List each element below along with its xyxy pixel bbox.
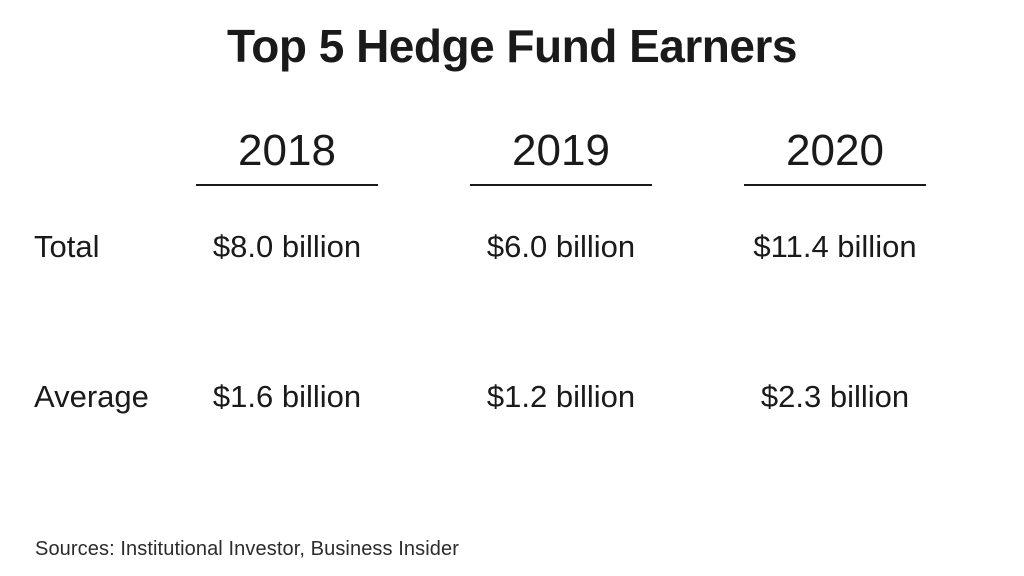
table-header-row: 2018 2019 2020 <box>0 126 1024 206</box>
source-note: Sources: Institutional Investor, Busines… <box>35 538 460 560</box>
average-2018-value: $1.6 billion <box>212 379 362 414</box>
average-2020-value: $2.3 billion <box>760 379 910 414</box>
table-row-total: Total $8.0 billion $6.0 billion $11.4 bi… <box>0 228 1024 288</box>
total-2019-value: $6.0 billion <box>486 229 636 264</box>
column-header-cell-2018: 2018 <box>150 126 424 186</box>
column-header-2019: 2019 <box>470 126 652 186</box>
average-2019-value: $1.2 billion <box>486 379 636 414</box>
row-label-average: Average <box>34 379 149 414</box>
column-header-cell-2020: 2020 <box>698 126 972 186</box>
column-header-cell-2019: 2019 <box>424 126 698 186</box>
table-row-average: Average $1.6 billion $1.2 billion $2.3 b… <box>0 378 1024 438</box>
total-2018-value: $8.0 billion <box>212 229 362 264</box>
column-header-2018: 2018 <box>196 126 378 186</box>
column-header-2020: 2020 <box>744 126 926 186</box>
total-2020-value: $11.4 billion <box>753 229 917 264</box>
page-title: Top 5 Hedge Fund Earners <box>227 20 797 72</box>
row-label-total: Total <box>34 229 100 264</box>
